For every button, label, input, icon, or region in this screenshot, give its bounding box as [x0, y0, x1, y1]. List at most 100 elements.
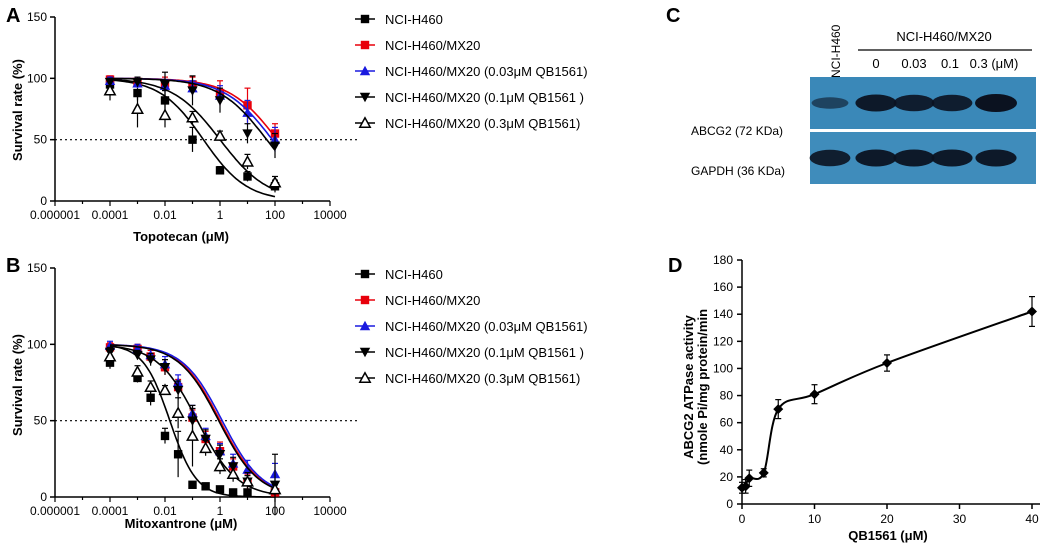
legend-item-nci-h460-mx20-0-3-m-qb1561: NCI-H460/MX20 (0.3μM QB1561): [355, 116, 580, 131]
data-point: [740, 481, 751, 492]
chart-panel-a: Survival rate (%) Topotecan (μM) NCI-H46…: [10, 10, 588, 244]
chart-panel-b: Survival rate (%) Mitoxantrone (μM) NCI-…: [10, 261, 588, 531]
panel-letter-b: B: [6, 255, 20, 277]
legend-item-nci-h460-mx20-0-1-m-qb1561: NCI-H460/MX20 (0.1μM QB1561 ): [355, 345, 584, 360]
data-point: [187, 86, 198, 96]
panel-d-x-tick-label: 40: [1025, 512, 1039, 526]
data-point: [215, 166, 225, 175]
data-point: [809, 389, 820, 400]
panel-b-x-axis-label: Mitoxantrone (μM): [125, 516, 238, 531]
panel-a-x-tick-label: 0.01: [153, 208, 177, 222]
data-point: [882, 358, 892, 369]
panel-a-series-nci-h460-mx20-0-1-m-qb1561: [104, 71, 281, 159]
legend-marker: [359, 92, 371, 103]
panel-a-fit-curve-nci-h460-mx20-0-3-m-qb1561: [109, 78, 276, 191]
legend-marker: [360, 295, 370, 305]
data-point: [744, 473, 755, 484]
panel-d-y-tick-label: 80: [720, 389, 734, 403]
data-point: [201, 482, 210, 491]
panel-a-x-tick-label: 10000: [313, 208, 347, 222]
panel-d-y-axis-label: ABCG2 ATPase activity: [681, 314, 696, 459]
panel-a-legend: NCI-H460 NCI-H460/MX20 NCI-H460/MX20 (0.03…: [355, 12, 588, 131]
panel-d-y-tick-label: 160: [713, 280, 733, 294]
panel-d-y-axis-label-units: (nmole Pi/mg protein/min: [695, 309, 710, 465]
panel-b-y-tick-label: 150: [27, 261, 47, 275]
data-point: [213, 129, 227, 141]
legend-label: NCI-H460/MX20 (0.3μM QB1561): [385, 116, 580, 131]
panel-d-y-tick-label: 40: [720, 443, 734, 457]
data-point: [103, 83, 117, 96]
data-point: [1027, 306, 1037, 317]
panel-letter-c: C: [666, 5, 680, 27]
data-point: [241, 154, 254, 167]
legend-marker: [359, 65, 371, 76]
panel-b-x-tick-label: 0.000001: [30, 504, 80, 518]
panel-letter-a: A: [6, 5, 20, 27]
data-point: [268, 175, 282, 188]
data-point: [773, 404, 784, 415]
legend-label: NCI-H460/MX20 (0.1μM QB1561 ): [385, 90, 584, 105]
data-point: [758, 467, 769, 478]
chart-panel-d: ABCG2 ATPase activity (nmole Pi/mg prote…: [681, 253, 1040, 543]
panel-a-y-tick-label: 150: [27, 10, 47, 24]
panel-d-y-tick-label: 0: [726, 497, 733, 511]
data-point: [214, 450, 226, 460]
blot-band-abcg2-lane-1: [855, 94, 897, 112]
data-point: [268, 482, 282, 495]
panel-d-y-tick-label: 60: [720, 416, 734, 430]
panel-letter-d: D: [668, 255, 682, 277]
data-point: [226, 467, 240, 480]
legend-label: NCI-H460: [385, 267, 443, 282]
blot-lane-label-3: 0.3 (μM): [970, 56, 1019, 71]
panel-d-y-tick-label: 140: [713, 307, 733, 321]
blot-band-gapdh-lane-1: [855, 149, 897, 167]
panel-a-series-nci-h460-mx20-0-3-m-qb1561: [103, 78, 282, 191]
legend-marker: [358, 371, 372, 383]
data-point: [159, 363, 171, 373]
blot-band-abcg2-lane-2: [893, 94, 935, 112]
data-point: [146, 393, 155, 402]
legend-label: NCI-H460/MX20 (0.03μM QB1561): [385, 64, 588, 79]
legend-item-nci-h460-mx20: NCI-H460/MX20: [355, 293, 480, 308]
data-point: [214, 96, 226, 106]
panel-a-y-axis-label: Survival rate (%): [10, 59, 25, 161]
blot-lane-label-1: 0.03: [901, 56, 926, 71]
data-point: [145, 355, 156, 365]
blot-parental-lane-label: NCI-H460: [829, 24, 843, 78]
panel-b-series-nci-h460-mx20-0-3-m-qb1561: [103, 345, 282, 495]
data-point: [160, 431, 170, 441]
data-point: [199, 441, 213, 454]
data-point: [131, 102, 144, 114]
data-point: [103, 349, 117, 362]
legend-label: NCI-H460: [385, 12, 443, 27]
blot-lane-label-2: 0.1: [941, 56, 959, 71]
legend-item-nci-h460-mx20-0-1-m-qb1561: NCI-H460/MX20 (0.1μM QB1561 ): [355, 90, 584, 105]
panel-b-y-axis-label: Survival rate (%): [10, 334, 25, 436]
blot-band-gapdh-lane-4: [975, 149, 1017, 167]
panel-b-y-tick-label: 0: [40, 490, 47, 504]
blot-band-abcg2-lane-4: [975, 94, 1017, 112]
legend-label: NCI-H460/MX20 (0.1μM QB1561 ): [385, 345, 584, 360]
data-point: [186, 429, 199, 441]
legend-item-nci-h460: NCI-H460: [355, 267, 443, 282]
data-point: [105, 358, 115, 367]
data-point: [269, 141, 281, 151]
panel-b-x-tick-label: 1: [217, 504, 224, 518]
legend-item-nci-h460-mx20-0-03-m-qb1561: NCI-H460/MX20 (0.03μM QB1561): [355, 319, 588, 334]
panel-d-x-tick-label: 20: [880, 512, 894, 526]
legend-item-nci-h460: NCI-H460: [355, 12, 443, 27]
data-point: [243, 488, 252, 497]
data-point: [160, 96, 170, 105]
legend-marker: [359, 347, 371, 358]
panel-d-fit-line: [741, 310, 1033, 489]
legend-marker: [358, 116, 372, 128]
panel-b-x-tick-label: 0.01: [153, 504, 177, 518]
legend-item-nci-h460-mx20-0-03-m-qb1561: NCI-H460/MX20 (0.03μM QB1561): [355, 64, 588, 79]
data-point: [241, 474, 254, 487]
panel-a-y-tick-label: 0: [40, 194, 47, 208]
data-point: [213, 459, 227, 472]
legend-marker: [359, 320, 371, 331]
blot-band-gapdh-lane-3: [931, 149, 973, 167]
legend-label: NCI-H460/MX20 (0.03μM QB1561): [385, 319, 588, 334]
